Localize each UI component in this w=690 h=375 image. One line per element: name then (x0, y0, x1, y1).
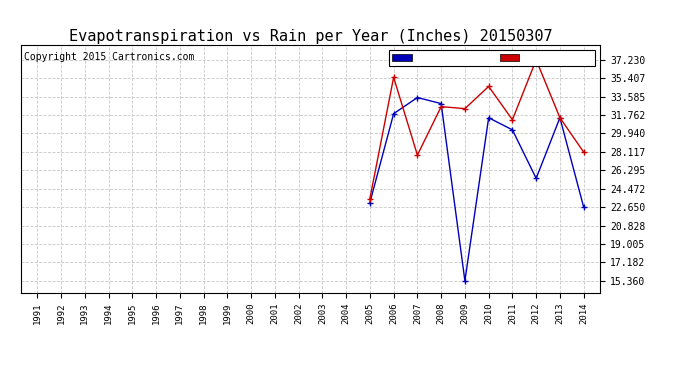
Legend: Rain  (Inches), ET  (Inches): Rain (Inches), ET (Inches) (389, 50, 595, 66)
Text: Copyright 2015 Cartronics.com: Copyright 2015 Cartronics.com (23, 53, 194, 62)
Title: Evapotranspiration vs Rain per Year (Inches) 20150307: Evapotranspiration vs Rain per Year (Inc… (69, 29, 552, 44)
